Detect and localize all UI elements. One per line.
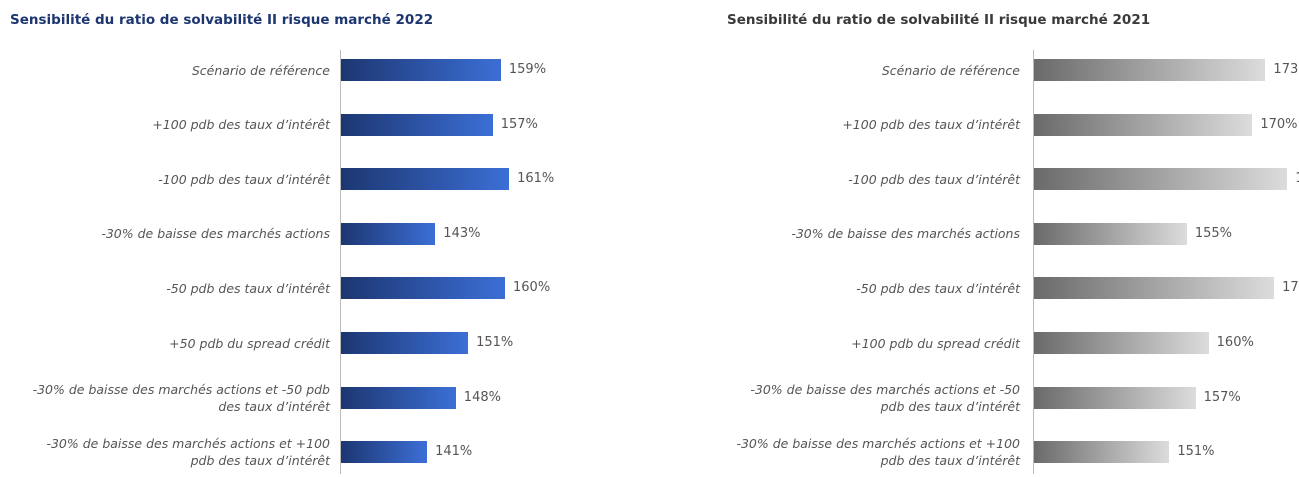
- category-label: -30% de baisse des marchés actions et -5…: [750, 381, 1020, 414]
- category-label: -30% de baisse des marchés actions et +1…: [46, 436, 330, 469]
- bar: [341, 332, 469, 354]
- bar-row: -50 pdb des taux d’intérêt 175%: [650, 263, 1299, 313]
- bar: [1034, 332, 1209, 354]
- value-label: 157%: [1203, 389, 1241, 405]
- bar-row: -100 pdb des taux d’intérêt 161%: [0, 154, 640, 204]
- value-label: 155%: [1194, 225, 1232, 241]
- category-label: -100 pdb des taux d’intérêt: [848, 171, 1020, 187]
- value-label: 159%: [508, 62, 547, 77]
- value-label: 170%: [1260, 116, 1298, 132]
- category-label: Scénario de référence: [881, 62, 1020, 78]
- bar-row: -30% de baisse des marchés actions 143%: [0, 209, 640, 259]
- value-label: 175%: [1282, 280, 1299, 296]
- category-label: -50 pdb des taux d’intérêt: [166, 280, 330, 296]
- axis-line: [1033, 50, 1034, 474]
- value-label: 160%: [513, 280, 551, 296]
- bar: [341, 277, 505, 300]
- category-label: +50 pdb du spread crédit: [169, 335, 330, 351]
- bar: [341, 441, 428, 464]
- value-label: 151%: [476, 335, 514, 350]
- category-label: -100 pdb des taux d’intérêt: [158, 171, 330, 187]
- bar-row: +50 pdb du spread crédit 151%: [0, 318, 640, 368]
- value-label: 157%: [500, 116, 538, 132]
- category-label: Scénario de référence: [191, 62, 330, 78]
- bar: [341, 113, 493, 136]
- bar: [1034, 168, 1288, 191]
- category-label: +100 pdb du spread crédit: [851, 335, 1020, 351]
- bar-row: +100 pdb des taux d’intérêt 157%: [0, 100, 640, 150]
- category-label: -50 pdb des taux d’intérêt: [856, 280, 1020, 296]
- value-label: 160%: [1216, 335, 1254, 350]
- chart-title: Sensibilité du ratio de solvabilité II r…: [10, 12, 434, 28]
- bar: [1034, 441, 1170, 464]
- value-label: 151%: [1177, 444, 1215, 460]
- bar-row: +100 pdb des taux d’intérêt 170%: [650, 100, 1299, 150]
- category-label: +100 pdb des taux d’intérêt: [152, 117, 330, 133]
- value-label: 178%: [1295, 168, 1299, 190]
- bar-row: Scénario de référence 159%: [0, 45, 640, 95]
- category-label: -30% de baisse des marchés actions: [101, 226, 330, 242]
- bar-row: -30% de baisse des marchés actions et +1…: [0, 427, 640, 477]
- bar-row: -30% de baisse des marchés actions et +1…: [650, 427, 1299, 477]
- bar-row: -30% de baisse des marchés actions et -5…: [650, 373, 1299, 423]
- chart-title: Sensibilité du ratio de solvabilité II r…: [727, 12, 1151, 28]
- value-label: 161%: [517, 171, 555, 187]
- value-label: 143%: [443, 225, 481, 241]
- category-label: -30% de baisse des marchés actions: [791, 226, 1020, 242]
- bar: [1034, 277, 1275, 300]
- category-label: +100 pdb des taux d’intérêt: [842, 117, 1020, 133]
- bar-row: +100 pdb du spread crédit 160%: [650, 318, 1299, 368]
- bar: [341, 168, 510, 191]
- bar-row: -30% de baisse des marchés actions 155%: [650, 209, 1299, 259]
- bar: [1034, 386, 1196, 409]
- chart-2021: Sensibilité du ratio de solvabilité II r…: [650, 0, 1299, 474]
- bar-row: Scénario de référence 173%: [650, 45, 1299, 95]
- value-label: 148%: [463, 389, 501, 405]
- bar-row: -30% de baisse des marchés actions et -5…: [0, 373, 640, 423]
- value-label: 173%: [1273, 62, 1299, 77]
- bar-row: -50 pdb des taux d’intérêt 160%: [0, 263, 640, 313]
- category-label: -30% de baisse des marchés actions et +1…: [736, 436, 1020, 469]
- bar: [1034, 113, 1253, 136]
- chart-2022: Sensibilité du ratio de solvabilité II r…: [0, 0, 640, 474]
- bar: [341, 222, 436, 245]
- value-label: 141%: [435, 444, 473, 460]
- bar: [1034, 222, 1187, 245]
- category-label: -30% de baisse des marchés actions et -5…: [32, 381, 330, 414]
- bar: [341, 59, 501, 81]
- axis-line: [340, 50, 341, 474]
- bar: [341, 386, 456, 409]
- bar-row: -100 pdb des taux d’intérêt 178%: [650, 154, 1299, 204]
- bar: [1034, 59, 1266, 81]
